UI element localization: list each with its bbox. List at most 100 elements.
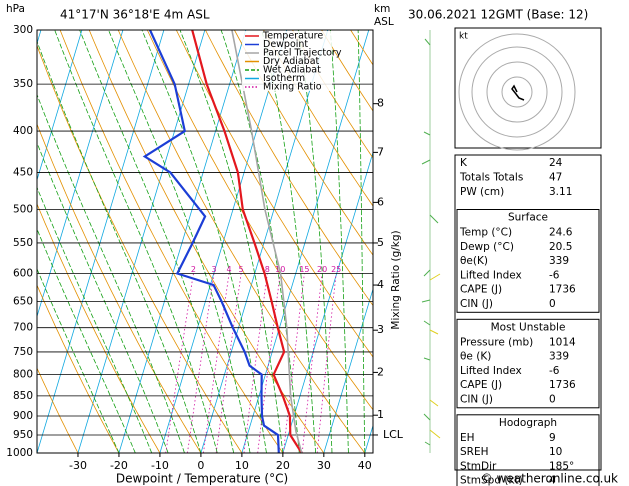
index-value: 339 [549, 351, 569, 363]
wet-adiabat [330, 30, 349, 453]
wet-adiabat [179, 30, 284, 453]
km-tick-label: 5 [377, 236, 384, 249]
mixing-ratio-label: 8 [265, 265, 270, 274]
km-tick-label: 8 [377, 97, 384, 110]
legend-label: Parcel Trajectory [263, 48, 342, 59]
dry-adiabat [59, 30, 284, 453]
dry-adiabat [409, 30, 629, 453]
y-tick-label: 500 [13, 203, 33, 215]
legend-label: Dry Adiabat [263, 56, 320, 67]
mixing-ratio-line [243, 273, 268, 453]
km-tick-label: 2 [377, 365, 384, 378]
mixing-ratio-axis-label: Mixing Ratio (g/kg) [390, 230, 402, 329]
index-value: 185° [549, 460, 574, 472]
section-box [456, 209, 600, 313]
hodograph [454, 27, 602, 151]
dry-adiabat [292, 30, 373, 159]
isotherm [77, 30, 206, 453]
km-tick-label: 3 [377, 323, 384, 336]
dry-adiabat [525, 30, 629, 453]
y-tick-label: 750 [13, 346, 33, 358]
km-tick-label: 7 [377, 145, 384, 158]
y-tick-label: 300 [13, 24, 33, 36]
mixing-ratio-line [203, 273, 230, 453]
index-label: CAPE (J) [460, 284, 502, 296]
dry-adiabat [263, 30, 373, 207]
y-unit: hPa [6, 3, 25, 15]
legend-label: Dewpoint [263, 39, 308, 50]
profile-line [191, 30, 303, 453]
location-title: 41°17'N 36°18'E 4m ASL [60, 8, 210, 22]
index-value: 339 [549, 255, 569, 267]
mixing-ratio-label: 15 [299, 265, 309, 274]
section-title: Surface [508, 212, 548, 224]
index-label: Dewp (°C) [460, 241, 514, 253]
index-value: 9 [549, 432, 556, 444]
index-label: EH [460, 432, 475, 444]
y-tick-label: 700 [13, 322, 33, 334]
wet-adiabat [37, 93, 185, 453]
y-tick-label: 400 [13, 125, 33, 137]
index-label: StmSpd (kt) [460, 475, 523, 486]
isotherm [118, 30, 247, 453]
footer: © weatheronline.co.uk [481, 472, 618, 486]
mixing-ratio-line [257, 273, 281, 453]
index-label: SREH [460, 446, 489, 458]
index-label: CIN (J) [460, 298, 493, 310]
index-label: Pressure (mb) [460, 336, 533, 348]
km-tick-label: 1 [377, 408, 384, 421]
background-lines [37, 30, 629, 453]
legend-label: Temperature [262, 31, 323, 42]
isotherm [159, 30, 288, 453]
isotherm [200, 30, 329, 453]
dry-adiabat [37, 367, 79, 453]
x-tick-label: 30 [317, 459, 331, 472]
mixing-ratio-label: 5 [239, 265, 244, 274]
dry-adiabat [234, 30, 373, 256]
plot-frame [36, 29, 374, 454]
y-tick-label: 450 [13, 166, 33, 178]
x-axis-label: Dewpoint / Temperature (°C) [116, 472, 288, 486]
index-value: 1014 [549, 336, 576, 348]
profile-line [142, 30, 280, 453]
date-title: 30.06.2021 12GMT (Base: 12) [408, 8, 588, 22]
x-tick-label: 0 [197, 459, 204, 472]
section-title: Hodograph [499, 417, 557, 429]
wet-adiabat [54, 30, 218, 453]
index-value: 3.11 [549, 186, 572, 198]
index-value: 47 [549, 172, 562, 184]
km-tick-label: 6 [377, 195, 384, 208]
index-label: Temp (°C) [459, 227, 512, 239]
index-label: PW (cm) [460, 186, 504, 198]
index-value: 24.6 [549, 227, 573, 239]
isotherm [37, 30, 83, 182]
y-tick-label: 850 [13, 390, 33, 402]
foreground: 2 3 4 5 8 10 15 20 25300350400450500550600650700… [6, 24, 404, 472]
dry-adiabat [583, 30, 629, 453]
legend-label: Isotherm [263, 73, 305, 84]
legend-label: Mixing Ratio [263, 82, 322, 93]
x-tick-label: 40 [358, 459, 372, 472]
index-value: 4 [549, 475, 556, 486]
dry-adiabat [175, 30, 373, 358]
index-value: 1736 [549, 284, 576, 296]
wet-adiabat [298, 30, 333, 453]
y-tick-label: 900 [13, 410, 33, 422]
mixing-ratio-line [165, 273, 194, 453]
km-label: ASL [374, 16, 394, 28]
isotherm [37, 30, 165, 453]
y-tick-label: 350 [13, 78, 33, 90]
hodograph-unit: kt [459, 32, 468, 42]
index-label: CIN (J) [460, 394, 493, 406]
indices-table: K 24 Totals Totals 47 PW (cm) 3.11 Surface Temp… [454, 154, 602, 486]
index-label: Totals Totals [459, 172, 523, 184]
mixing-ratio-label: 3 [211, 265, 216, 274]
wind-barbs [421, 30, 441, 453]
y-tick-label: 650 [13, 296, 33, 308]
mixing-ratio-label: 25 [331, 265, 341, 274]
mixing-ratio-line [187, 273, 215, 453]
index-value: 0 [549, 298, 556, 310]
index-value: -6 [549, 365, 560, 377]
